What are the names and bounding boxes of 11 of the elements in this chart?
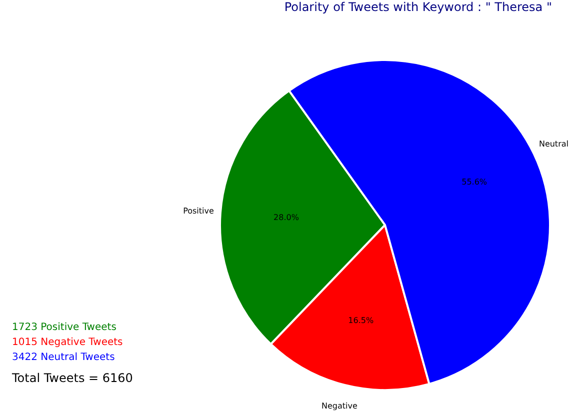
text: Total Tweets = 6160: [11, 371, 133, 385]
data-label: 16.5%: [348, 316, 374, 326]
data-label: 28.0%: [274, 212, 300, 222]
chart-title: Polarity of Tweets with Keyword : " Theresa ": [284, 0, 552, 14]
slice-label: Positive: [183, 206, 214, 216]
slice-label: Negative: [321, 401, 358, 410]
text: 3422 Neutral Tweets: [12, 352, 115, 363]
text: 1723 Positive Tweets: [12, 322, 116, 333]
text: 1015 Negative Tweets: [12, 337, 123, 348]
data-label: 55.6%: [462, 177, 488, 186]
slice-label: Neutral: [538, 139, 568, 148]
